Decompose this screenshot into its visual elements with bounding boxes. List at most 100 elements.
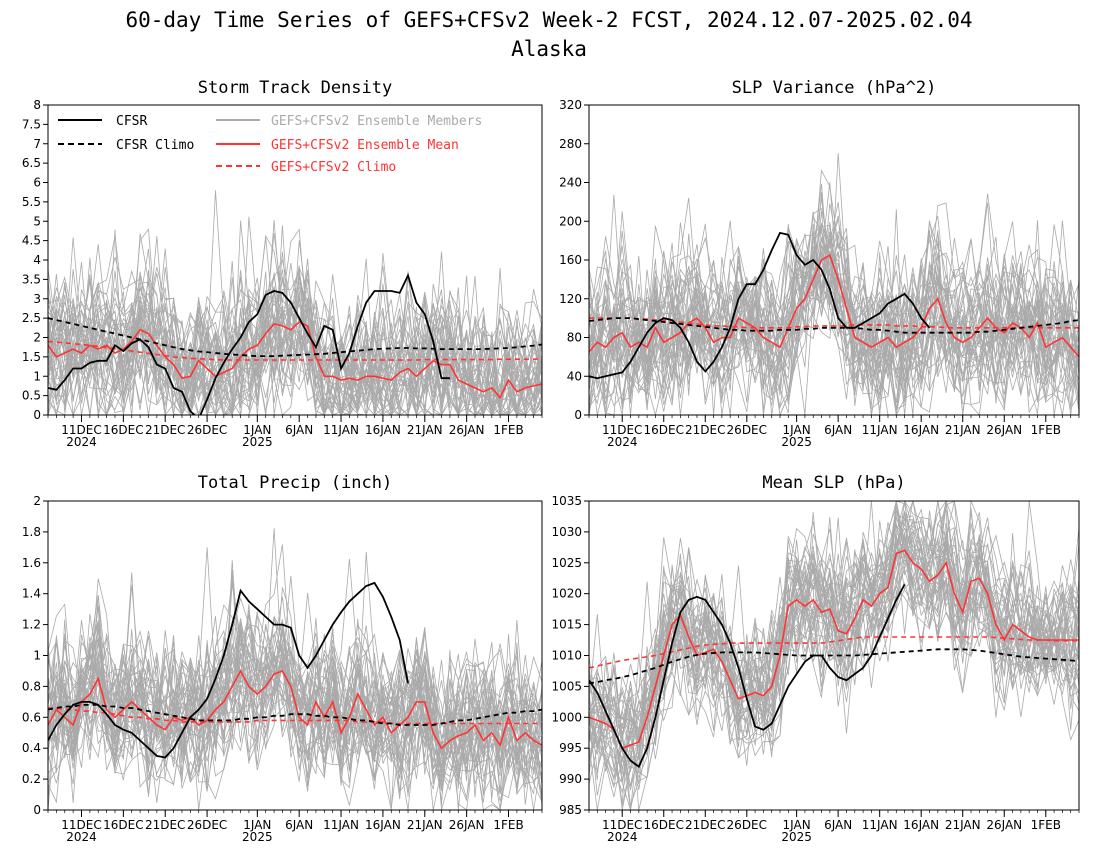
ensemble-member-line xyxy=(48,552,542,763)
y-tick-label: 6.5 xyxy=(22,156,41,170)
ensemble-member-line xyxy=(48,572,542,794)
x-tick-label: 16DEC xyxy=(103,423,143,437)
ensemble-member-line xyxy=(589,265,1079,415)
x-tick-label: 21DEC xyxy=(685,818,725,832)
x-tick-label: 21DEC xyxy=(145,818,185,832)
y-tick-label: 1.6 xyxy=(22,556,41,570)
y-tick-label: 80 xyxy=(567,331,582,345)
y-tick-label: 1000 xyxy=(551,710,582,724)
x-tick-label: 11JAN xyxy=(862,818,898,832)
y-tick-label: 160 xyxy=(559,253,582,267)
x-tick-label: 11JAN xyxy=(323,423,359,437)
y-tick-label: 40 xyxy=(567,369,582,383)
cfsr-climo-line xyxy=(589,317,1079,334)
x-tick-label: 6JAN xyxy=(824,818,852,832)
legend-members-label: GEFS+CFSv2 Ensemble Members xyxy=(271,114,482,129)
y-tick-label: 1035 xyxy=(551,494,582,508)
y-tick-label: 3.5 xyxy=(22,272,41,286)
panel-title: Mean SLP (hPa) xyxy=(762,473,905,493)
x-tick-label: 16DEC xyxy=(103,818,143,832)
x-tick-label: 11DEC xyxy=(61,423,101,437)
ensemble-member-line xyxy=(48,637,542,799)
cfsr-climo-line xyxy=(589,648,1079,685)
x-tick-label: 26DEC xyxy=(727,423,767,437)
panel-mean-slp: Mean SLP (hPa) 985 990 995 1000 1005 1010 1015 1… xyxy=(551,473,1080,844)
x-year-label: 2024 xyxy=(607,435,638,449)
x-year-label: 2025 xyxy=(781,830,812,844)
ensemble-member-line xyxy=(589,501,1079,745)
ensemble-member-line xyxy=(48,643,542,810)
ensemble-member-line xyxy=(48,265,542,415)
ensemble-mean-line xyxy=(48,321,542,400)
x-tick-label: 16DEC xyxy=(644,818,684,832)
ensemble-mean-line xyxy=(589,254,1079,358)
y-tick-label: 1.4 xyxy=(22,587,41,601)
x-tick-label: 1FEB xyxy=(1031,423,1061,437)
ensemble-member-line xyxy=(589,230,1079,412)
y-tick-label: 320 xyxy=(559,98,582,112)
y-tick-label: 1030 xyxy=(551,525,582,539)
y-tick-label: 1015 xyxy=(551,618,582,632)
x-tick-label: 1JAN xyxy=(783,818,811,832)
y-tick-label: 1005 xyxy=(551,679,582,693)
ensemble-member-line xyxy=(48,220,542,415)
cfsr-line xyxy=(48,581,409,759)
ensemble-member-line xyxy=(589,511,1079,786)
ensemble-member-line xyxy=(48,275,542,415)
plot-area xyxy=(589,153,1079,415)
legend-cfsr-label: CFSR xyxy=(116,114,147,129)
y-tick-label: 0 xyxy=(33,803,41,817)
figure-subtitle: Alaska xyxy=(511,37,587,61)
y-tick-label: 1010 xyxy=(551,649,582,663)
y-tick-label: 4.5 xyxy=(22,234,41,248)
gefs-climo-line xyxy=(48,707,542,725)
x-tick-label: 11JAN xyxy=(323,818,359,832)
x-tick-label: 21DEC xyxy=(145,423,185,437)
cfsr-line xyxy=(589,583,906,769)
x-tick-label: 11DEC xyxy=(602,423,642,437)
y-tick-label: 6 xyxy=(33,176,41,190)
panel-title: Storm Track Density xyxy=(198,78,392,98)
legend: CFSR CFSR Climo GEFS+CFSv2 Ensemble Memb… xyxy=(58,114,482,175)
ensemble-member-line xyxy=(48,229,542,411)
x-tick-label: 26JAN xyxy=(986,423,1022,437)
y-tick-label: 4 xyxy=(33,253,41,267)
y-tick-label: 0.6 xyxy=(22,710,41,724)
plot-area xyxy=(48,190,542,415)
y-tick-label: 1.2 xyxy=(22,618,41,632)
y-tick-label: 8 xyxy=(33,98,41,112)
y-tick-label: 240 xyxy=(559,176,582,190)
legend-mean-label: GEFS+CFSv2 Ensemble Mean xyxy=(271,138,459,153)
x-year-label: 2024 xyxy=(607,830,638,844)
x-tick-label: 6JAN xyxy=(285,423,313,437)
y-tick-label: 0.4 xyxy=(22,741,41,755)
ensemble-mean-line xyxy=(589,549,1079,750)
ensemble-member-line xyxy=(48,258,542,415)
panel-title: SLP Variance (hPa^2) xyxy=(732,78,937,98)
x-year-label: 2024 xyxy=(66,435,97,449)
y-tick-label: 5 xyxy=(33,214,41,228)
ensemble-member-line xyxy=(589,255,1079,412)
plot-area xyxy=(48,528,542,810)
y-tick-label: 2.5 xyxy=(22,311,41,325)
x-tick-label: 16JAN xyxy=(903,818,939,832)
cfsr-climo-line xyxy=(48,317,542,358)
x-tick-label: 26JAN xyxy=(449,423,485,437)
x-tick-label: 11DEC xyxy=(602,818,642,832)
y-tick-label: 5.5 xyxy=(22,195,41,209)
x-year-label: 2024 xyxy=(66,830,97,844)
y-tick-label: 1020 xyxy=(551,587,582,601)
panel-total-precip: Total Precip (inch) 0 0.2 0.4 0.6 0.8 1 1.2 1.4 1… xyxy=(22,473,543,844)
y-tick-label: 280 xyxy=(559,137,582,151)
y-tick-label: 1025 xyxy=(551,556,582,570)
y-tick-label: 985 xyxy=(559,803,582,817)
y-tick-label: 7.5 xyxy=(22,117,41,131)
ensemble-member-line xyxy=(48,632,542,802)
plot-area xyxy=(589,501,1079,810)
y-tick-label: 1.8 xyxy=(22,525,41,539)
x-tick-label: 26DEC xyxy=(187,423,227,437)
ensemble-member-line xyxy=(48,279,542,415)
y-tick-label: 120 xyxy=(559,292,582,306)
x-tick-label: 16JAN xyxy=(365,818,401,832)
x-tick-label: 26DEC xyxy=(727,818,767,832)
